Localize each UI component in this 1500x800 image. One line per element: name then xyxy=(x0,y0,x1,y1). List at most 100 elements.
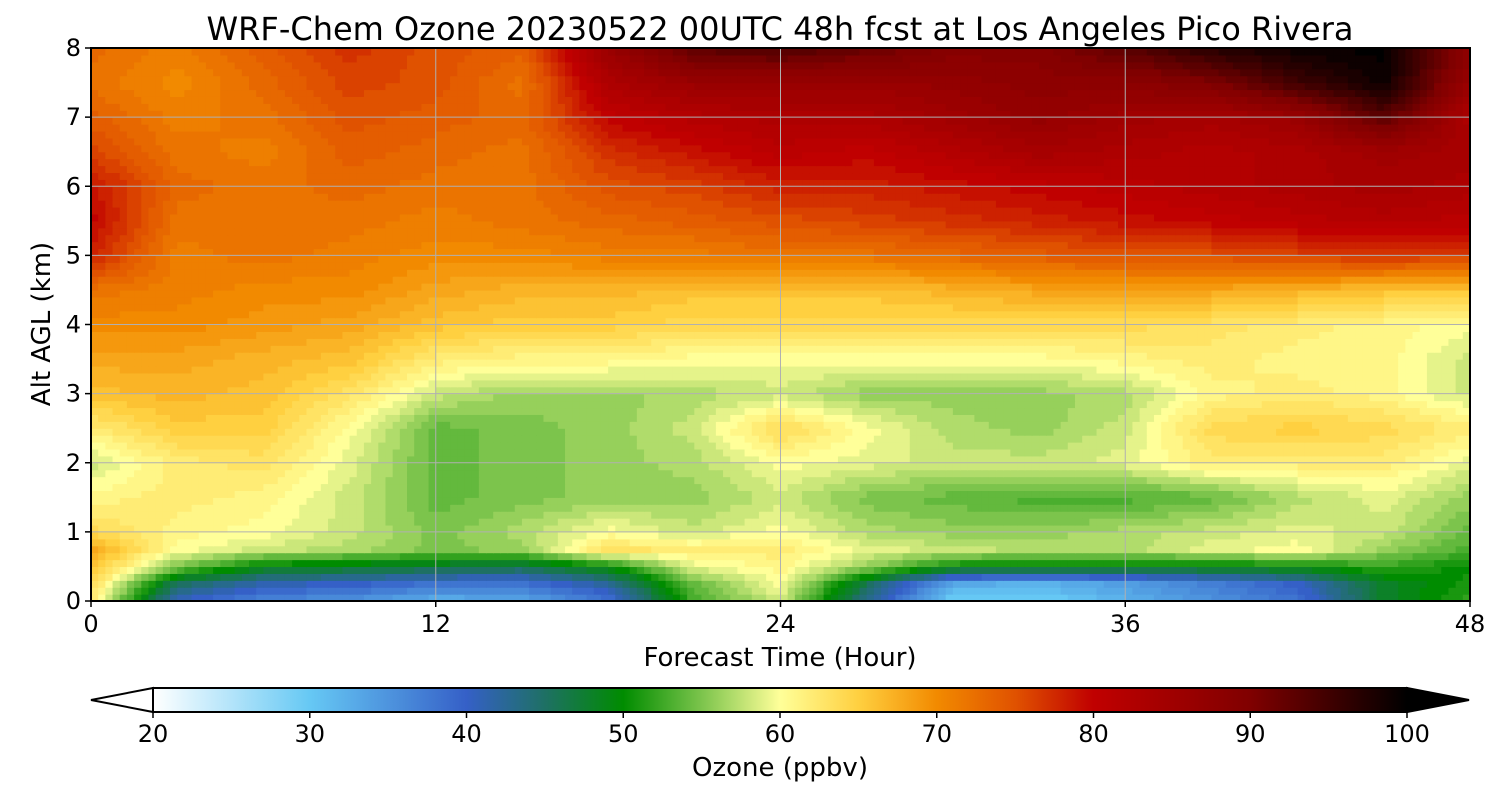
ozone-cell xyxy=(399,448,408,457)
ozone-cell xyxy=(1419,504,1428,512)
ozone-cell xyxy=(1333,511,1342,519)
ozone-cell xyxy=(407,476,415,485)
ozone-cell xyxy=(1103,428,1112,436)
ozone-cell xyxy=(636,545,645,554)
ozone-cell xyxy=(1118,524,1126,533)
ozone-cell xyxy=(356,518,365,526)
ozone-cell xyxy=(787,580,796,588)
ozone-cell xyxy=(1017,448,1026,457)
ozone-cell xyxy=(694,504,703,512)
ozone-cell xyxy=(931,462,940,471)
ozone-cell xyxy=(162,573,171,581)
ozone-cell xyxy=(608,524,616,533)
ozone-cell xyxy=(349,421,358,429)
ozone-cell xyxy=(1369,497,1378,505)
ozone-cell xyxy=(773,552,782,561)
ozone-cell xyxy=(1304,559,1313,568)
ozone-cell xyxy=(615,580,624,588)
ozone-cell xyxy=(1254,580,1263,588)
ozone-cell xyxy=(1304,573,1313,581)
ozone-cell xyxy=(593,524,602,533)
ozone-cell xyxy=(658,594,667,601)
ozone-cell xyxy=(471,587,480,595)
ozone-cell xyxy=(1254,531,1263,540)
ozone-cell xyxy=(162,538,171,547)
ozone-cell xyxy=(1132,497,1141,505)
ozone-cell xyxy=(830,518,839,526)
ozone-cell xyxy=(938,552,947,561)
ozone-cell xyxy=(1434,483,1442,491)
ozone-cell xyxy=(737,428,746,436)
ozone-cell xyxy=(478,476,487,485)
ozone-cell xyxy=(299,455,308,464)
ozone-cell xyxy=(593,435,602,443)
ozone-cell xyxy=(170,524,178,533)
ozone-cell xyxy=(1039,504,1047,512)
ozone-cell xyxy=(263,428,272,436)
ozone-cell xyxy=(967,524,976,533)
ozone-cell xyxy=(952,559,961,568)
ozone-cell xyxy=(981,428,990,436)
ozone-cell xyxy=(715,594,724,601)
ozone-cell xyxy=(787,559,796,568)
ozone-cell xyxy=(1412,531,1421,540)
ozone-cell xyxy=(866,587,875,595)
ozone-cell xyxy=(119,559,128,568)
ozone-cell xyxy=(91,559,99,568)
ozone-cell xyxy=(600,469,609,478)
ozone-cell xyxy=(1390,462,1399,471)
ozone-cell xyxy=(1333,455,1342,464)
ozone-cell xyxy=(916,490,925,498)
ozone-cell xyxy=(493,421,501,429)
ozone-cell xyxy=(1240,545,1248,554)
ozone-cell xyxy=(1053,497,1062,505)
ozone-cell xyxy=(952,448,961,457)
ozone-cell xyxy=(486,580,494,588)
ozone-cell xyxy=(751,587,760,595)
ozone-cell xyxy=(852,524,861,533)
ozone-cell xyxy=(471,518,480,526)
ozone-cell xyxy=(636,490,645,498)
ozone-cell xyxy=(1247,476,1256,485)
ozone-cell xyxy=(421,483,430,491)
ozone-cell xyxy=(909,483,918,491)
ozone-cell xyxy=(1355,524,1363,533)
ozone-cell xyxy=(1031,524,1040,533)
ozone-cell xyxy=(644,545,652,554)
ozone-cell xyxy=(105,497,114,505)
ozone-cell xyxy=(1448,483,1457,491)
ozone-cell xyxy=(198,518,207,526)
ozone-cell xyxy=(787,518,796,526)
ozone-cell xyxy=(816,462,825,471)
ozone-cell xyxy=(1103,566,1112,574)
ozone-cell xyxy=(191,573,200,581)
ozone-cell xyxy=(665,476,674,485)
ozone-cell xyxy=(1139,531,1148,540)
ozone-cell xyxy=(507,421,516,429)
ozone-cell xyxy=(1031,442,1040,450)
ozone-cell xyxy=(608,566,616,574)
ozone-cell xyxy=(1060,490,1069,498)
ozone-cell xyxy=(1319,545,1327,554)
ozone-cell xyxy=(112,469,121,478)
ozone-cell xyxy=(1355,594,1363,601)
ozone-cell xyxy=(162,545,171,554)
ozone-cell xyxy=(916,538,925,547)
ozone-cell xyxy=(1168,559,1177,568)
ozone-cell xyxy=(1125,559,1134,568)
ozone-cell xyxy=(572,490,580,498)
ozone-cell xyxy=(701,566,710,574)
ozone-cell xyxy=(112,511,121,519)
ozone-cell xyxy=(155,524,164,533)
ozone-cell xyxy=(931,594,940,601)
ozone-cell xyxy=(486,476,494,485)
ozone-cell xyxy=(1412,421,1421,429)
ozone-cell xyxy=(335,448,343,457)
ozone-cell xyxy=(1340,497,1349,505)
ozone-cell xyxy=(1355,469,1363,478)
ozone-cell xyxy=(701,504,710,512)
ozone-cell xyxy=(205,448,214,457)
ozone-cell xyxy=(1369,504,1378,512)
ozone-cell xyxy=(1304,580,1313,588)
ozone-cell xyxy=(342,566,351,574)
